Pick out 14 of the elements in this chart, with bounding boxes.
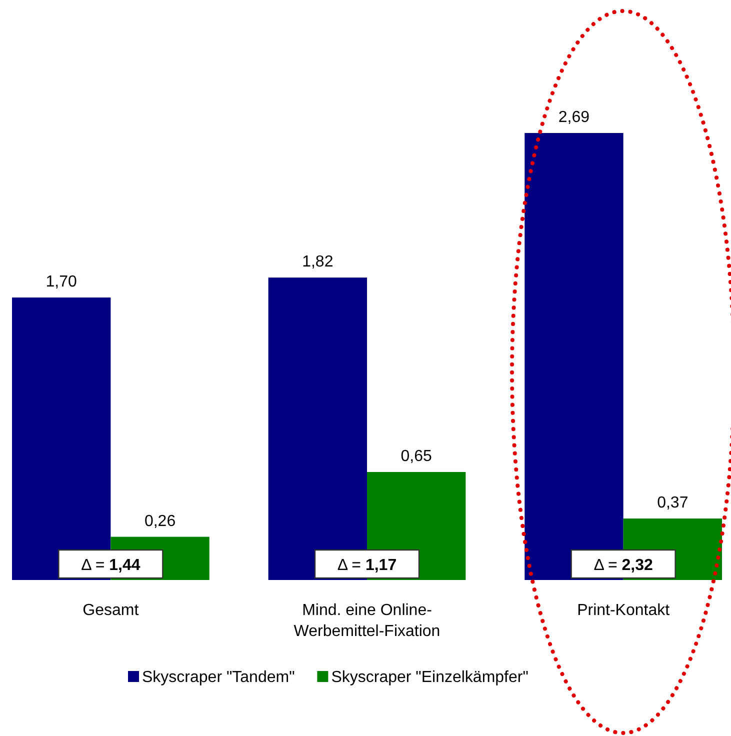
data-label: 0,26	[144, 512, 176, 530]
legend-label: Skyscraper "Einzelkämpfer"	[331, 669, 528, 686]
annotation: Δ = 1,17	[337, 557, 397, 574]
x-tick-label: Mind. eine Online-Werbemittel-Fixation	[294, 602, 440, 640]
data-label: 1,70	[46, 274, 78, 291]
annotation: Δ = 1,44	[81, 557, 140, 574]
data-label: 1,82	[302, 254, 334, 271]
legend-label: Skyscraper "Tandem"	[142, 669, 295, 686]
data-label: 0,37	[657, 494, 688, 512]
data-label: 2,69	[558, 109, 590, 126]
annotation: Δ = 2,32	[594, 557, 654, 574]
data-label: 0,65	[400, 448, 432, 465]
x-tick-label: Print-Kontakt	[577, 602, 670, 619]
x-tick-label: Gesamt	[82, 602, 140, 619]
